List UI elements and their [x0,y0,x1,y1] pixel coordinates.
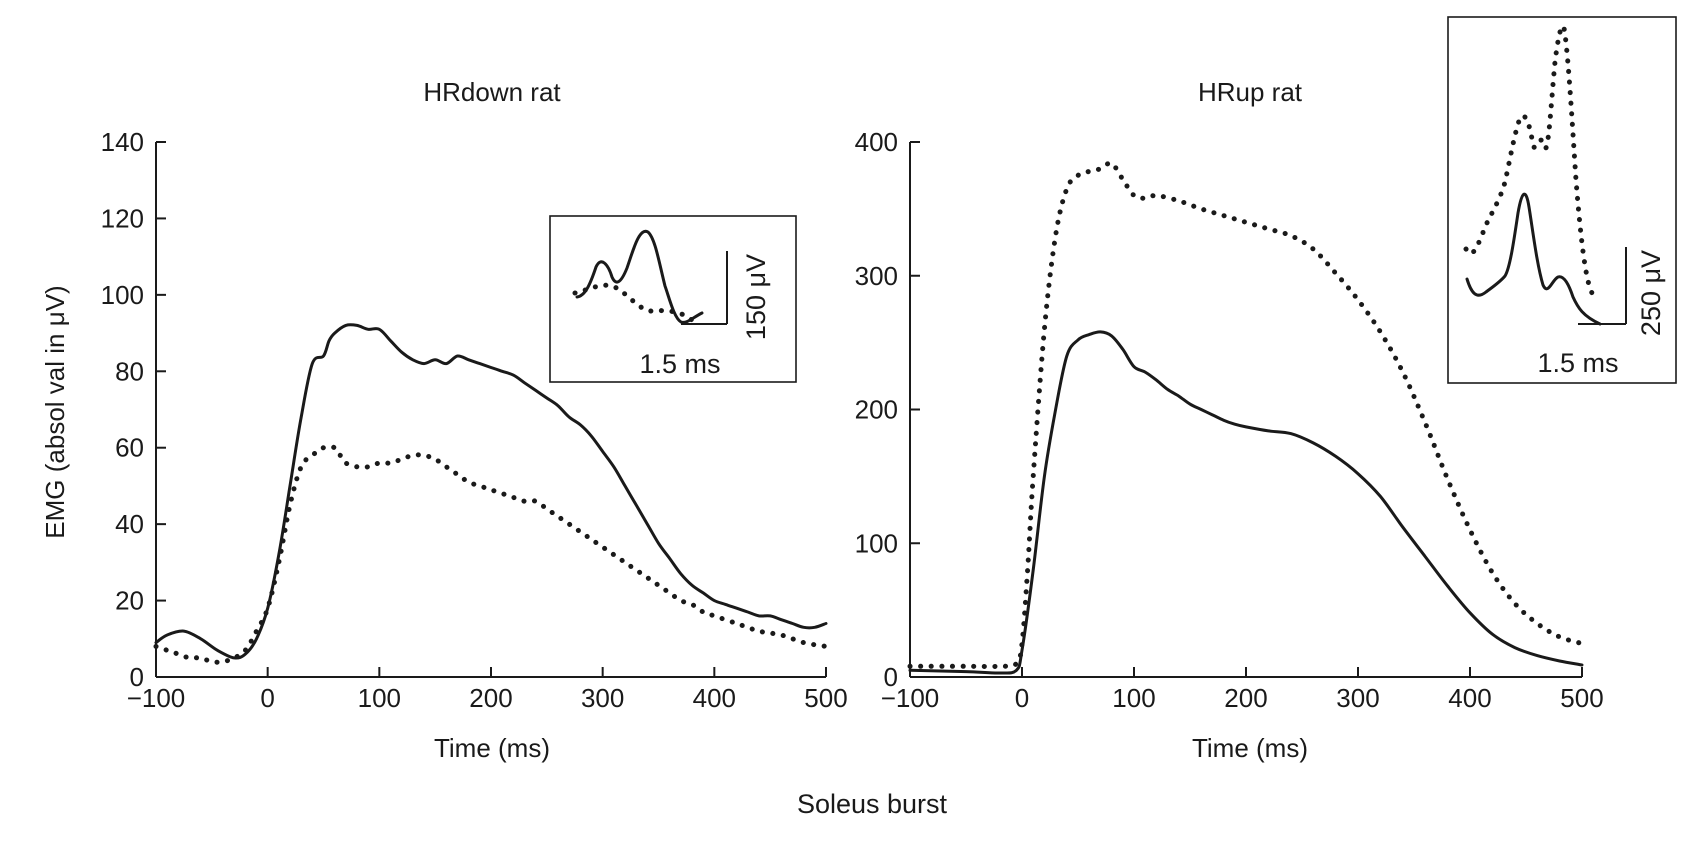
x-tick-label: 400 [1448,683,1491,713]
chart-hrup: HRup rat Time (ms) −100 0 100 200 300 400 5000… [855,16,1677,763]
x-tick-label: 400 [693,683,736,713]
inset-panel: 1.5 ms 250 μV [1447,16,1677,384]
series-line-dotted [153,444,829,665]
y-tick-label: 20 [115,586,144,616]
chart-hrdown: HRdown rat EMG (absol val in μV) Time (m… [40,77,848,763]
y-tick-label: 80 [115,356,144,386]
inset-solid-trace [1465,192,1602,326]
y-tick-label: 400 [855,127,898,157]
x-tick-label: −100 [127,683,186,713]
chart-title: HRup rat [1198,77,1303,107]
inset-solid-trace [575,229,704,324]
x-tick-label: 200 [469,683,512,713]
x-tick-label: 300 [1336,683,1379,713]
series-group [153,323,829,665]
series-line-dotted [907,160,1585,669]
inset-frame [549,215,797,383]
y-tick-label: 0 [130,662,144,692]
inset-panel: 1.5 ms 150 μV [549,215,797,383]
x-axis-label: Time (ms) [1192,733,1308,763]
y-tick-label: 40 [115,509,144,539]
series-line-solid [154,323,828,660]
x-tick-label: 500 [1560,683,1603,713]
y-axis-label: EMG (absol val in μV) [40,285,70,538]
inset-dotted-trace [1463,23,1595,296]
chart-title: HRdown rat [423,77,561,107]
x-tick-label: 300 [581,683,624,713]
x-tick-label: 100 [1112,683,1155,713]
inset-dotted-trace [572,282,697,325]
inset-scale-voltage-label: 150 μV [741,254,771,340]
inset-scale-time-label: 1.5 ms [1537,348,1618,378]
x-axis-label: Time (ms) [434,733,550,763]
inset-scale-voltage-label: 250 μV [1636,250,1666,336]
series-group [907,160,1585,675]
y-tick-label: 0 [884,662,898,692]
y-tick-label: 100 [101,280,144,310]
y-tick-label: 100 [855,528,898,558]
x-tick-label: 100 [358,683,401,713]
y-tick-label: 140 [101,127,144,157]
series-line-solid [908,330,1584,675]
y-tick-label: 300 [855,261,898,291]
x-tick-label: 0 [1015,683,1029,713]
y-tick-label: 60 [115,433,144,463]
x-tick-label: 500 [804,683,847,713]
x-tick-label: −100 [881,683,940,713]
x-tick-label: 200 [1224,683,1267,713]
inset-frame [1447,16,1677,384]
y-tick-label: 120 [101,203,144,233]
figure-caption: Soleus burst [797,789,948,819]
inset-scale-time-label: 1.5 ms [639,349,720,379]
x-tick-label: 0 [260,683,274,713]
y-tick-label: 200 [855,395,898,425]
